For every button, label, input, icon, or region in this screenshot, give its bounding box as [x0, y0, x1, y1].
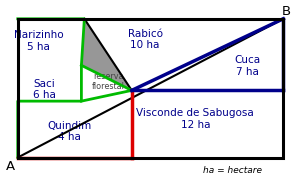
- Text: A: A: [6, 160, 15, 173]
- Text: reserva
florestal: reserva florestal: [91, 72, 125, 91]
- Polygon shape: [81, 19, 132, 90]
- Text: Narizinho
5 ha: Narizinho 5 ha: [14, 30, 63, 52]
- Text: Quindim
4 ha: Quindim 4 ha: [47, 121, 92, 142]
- Text: Cuca
7 ha: Cuca 7 ha: [234, 55, 260, 77]
- Text: B: B: [282, 5, 291, 18]
- Text: Rabicó
10 ha: Rabicó 10 ha: [128, 29, 163, 50]
- Bar: [18, 19, 283, 158]
- Text: Saci
6 ha: Saci 6 ha: [33, 79, 56, 100]
- Text: ha = hectare: ha = hectare: [203, 166, 262, 175]
- Text: Visconde de Sabugosa
12 ha: Visconde de Sabugosa 12 ha: [136, 108, 254, 130]
